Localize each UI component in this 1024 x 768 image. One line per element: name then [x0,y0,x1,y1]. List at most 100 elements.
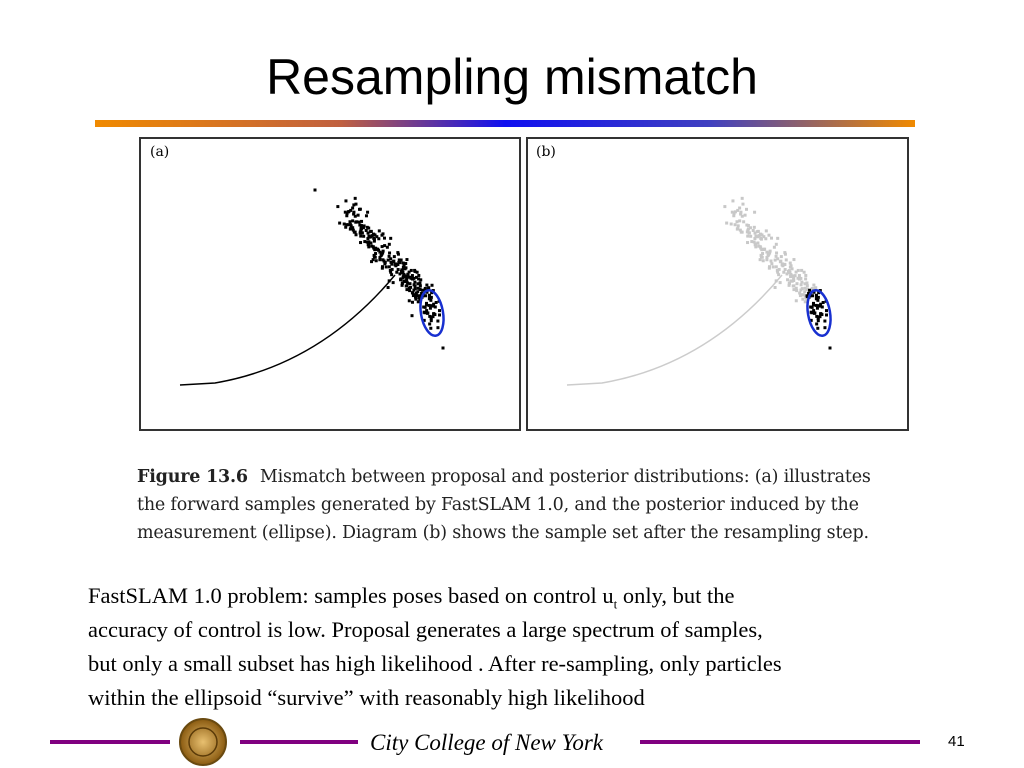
sample-dot [366,242,370,246]
sample-dot [759,253,763,257]
sample-dot [358,223,362,227]
sample-dot [828,346,832,350]
sample-dot [792,258,796,262]
sample-dot [767,266,771,270]
sample-dot [351,206,355,210]
sample-dot [416,300,420,304]
sample-dot [382,236,386,240]
sample-dot [800,280,804,284]
sample-dot [353,214,357,218]
sample-dot [735,220,739,224]
sample-dot [725,221,729,225]
sample-dot [363,240,367,244]
sample-dot [377,229,381,233]
sample-dot [344,199,348,203]
sample-dot [736,224,740,228]
sample-dot [811,294,815,298]
sample-dot [348,220,352,224]
sample-dot [731,199,735,203]
sample-dot [799,288,803,292]
sample-dot [380,266,384,270]
sample-dot [815,295,819,299]
sample-dot [354,220,358,224]
sample-dot [387,265,391,269]
sample-dot [402,273,406,277]
sample-dot [416,282,420,286]
ellipse [806,289,832,337]
sample-dot [810,311,814,315]
sample-dot [349,227,353,231]
sample-dot [372,239,376,243]
sample-dot [364,228,368,232]
sample-dot [744,207,748,211]
sample-dot [764,229,768,233]
samples [313,188,445,350]
sample-dot [370,244,374,248]
sample-dot [400,283,404,287]
sample-dot [800,293,804,297]
sample-dot [407,270,411,274]
sample-dot [412,288,416,292]
sample-dot [820,305,824,309]
sample-dot [774,265,778,269]
sample-dot [391,281,395,285]
sample-dot [787,269,791,273]
sample-dot [799,283,803,287]
sample-dot [373,233,377,237]
sample-dot [775,251,779,255]
sample-dot [803,300,807,304]
sample-dot [403,279,407,283]
sample-dot [433,305,437,309]
sample-dot [781,262,785,266]
sample-dot [405,258,409,262]
sample-dot [373,248,377,252]
seal [188,727,218,757]
sample-dot [754,234,758,238]
sample-dot [406,281,410,285]
caption-text: measurement (ellipse). Diagram (b) shows… [137,523,869,543]
sample-dot [794,286,798,290]
sample-dot [748,226,752,230]
sample-dot [386,258,390,262]
sample-dot [815,306,819,310]
sample-dot [738,219,742,223]
sample-dot [762,235,766,239]
sample-dot [810,286,814,290]
sample-dot [375,235,379,239]
panel-frame [526,137,909,431]
sample-dot [790,267,794,271]
sample-dot [816,298,820,302]
sample-dot [768,249,772,253]
sample-dot [405,284,409,288]
sample-dot [761,259,765,263]
sample-dot [782,270,786,274]
sample-dot [416,290,420,294]
sample-dot [776,270,780,274]
sample-dot [346,223,350,227]
body-text: accuracy of control is low. Proposal gen… [88,617,763,642]
sample-dot [372,253,376,257]
sample-dot [424,301,428,305]
sample-dot [338,221,342,225]
title-rule [95,120,915,127]
sample-dot [381,265,385,269]
sample-dot [428,306,432,310]
sample-dot [431,304,435,308]
sample-dot [392,255,396,259]
sample-dot [336,205,340,209]
sample-dot [730,210,734,214]
sample-dot [733,223,737,227]
sample-dot [765,256,769,260]
sample-dot [398,261,402,265]
sample-dot [389,270,393,274]
sample-dot [796,268,800,272]
sample-dot [427,286,431,290]
sample-dot [746,224,750,228]
seal [179,718,227,766]
sample-dot [354,202,358,206]
sample-dot [805,281,809,285]
sample-dot [749,234,753,238]
sample-dot [776,236,780,240]
sample-dot [819,302,823,306]
footer-institution: City College of New York [370,730,603,755]
